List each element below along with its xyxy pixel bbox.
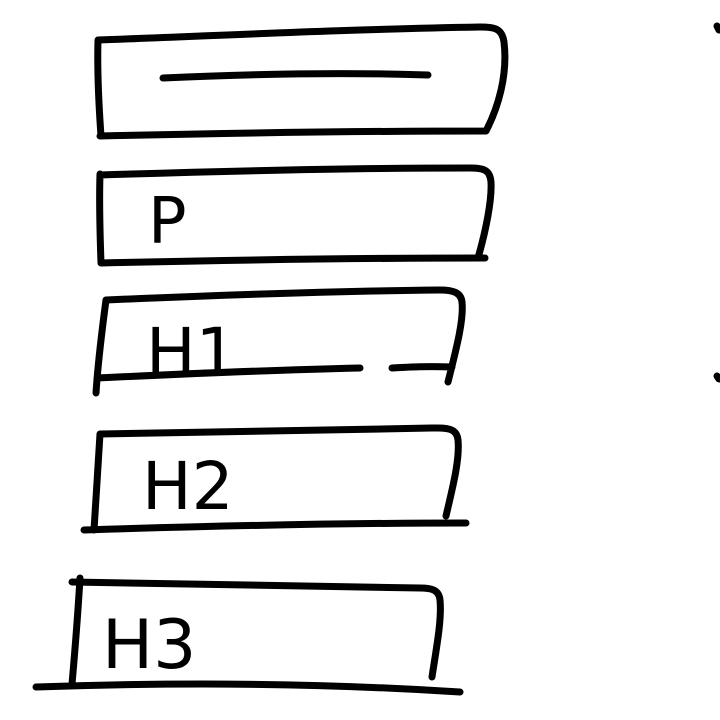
h1-block-label: H1 [146, 314, 238, 391]
h3-block: H3 [32, 574, 464, 696]
h3-block-outline [32, 574, 464, 696]
h2-block-label: H2 [142, 448, 234, 525]
h1-block-outline [92, 286, 466, 397]
h2-block-outline [80, 424, 470, 534]
line-block-outline [94, 23, 509, 140]
h1-block: H1 [92, 286, 466, 397]
stray-mark-top [713, 22, 720, 34]
stray-mark-middle [713, 372, 720, 383]
line-block-text-placeholder [159, 70, 432, 82]
p-block: P [96, 164, 495, 267]
line-block [94, 23, 509, 140]
p-block-label: P [148, 185, 187, 259]
h2-block: H2 [80, 424, 470, 534]
h3-block-label: H3 [102, 606, 196, 685]
p-block-outline [96, 164, 495, 267]
